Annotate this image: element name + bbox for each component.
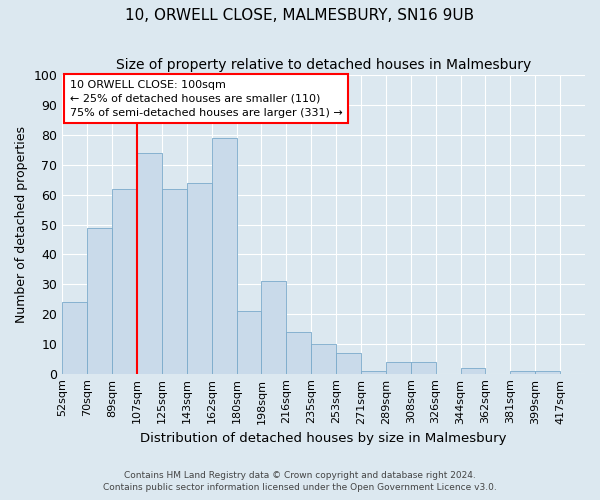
Bar	[286, 332, 311, 374]
Bar	[87, 228, 112, 374]
Bar	[361, 370, 386, 374]
Y-axis label: Number of detached properties: Number of detached properties	[15, 126, 28, 323]
Bar	[262, 281, 286, 374]
Bar	[511, 370, 535, 374]
Title: Size of property relative to detached houses in Malmesbury: Size of property relative to detached ho…	[116, 58, 531, 71]
Bar	[311, 344, 336, 374]
Bar	[62, 302, 87, 374]
Bar	[535, 370, 560, 374]
X-axis label: Distribution of detached houses by size in Malmesbury: Distribution of detached houses by size …	[140, 432, 507, 445]
Bar	[162, 189, 187, 374]
Bar	[212, 138, 236, 374]
Bar	[187, 183, 212, 374]
Bar	[336, 353, 361, 374]
Bar	[411, 362, 436, 374]
Bar	[461, 368, 485, 374]
Bar	[137, 153, 162, 374]
Bar	[112, 189, 137, 374]
Text: 10, ORWELL CLOSE, MALMESBURY, SN16 9UB: 10, ORWELL CLOSE, MALMESBURY, SN16 9UB	[125, 8, 475, 22]
Bar	[236, 311, 262, 374]
Text: Contains HM Land Registry data © Crown copyright and database right 2024.
Contai: Contains HM Land Registry data © Crown c…	[103, 471, 497, 492]
Text: 10 ORWELL CLOSE: 100sqm
← 25% of detached houses are smaller (110)
75% of semi-d: 10 ORWELL CLOSE: 100sqm ← 25% of detache…	[70, 80, 343, 118]
Bar	[386, 362, 411, 374]
